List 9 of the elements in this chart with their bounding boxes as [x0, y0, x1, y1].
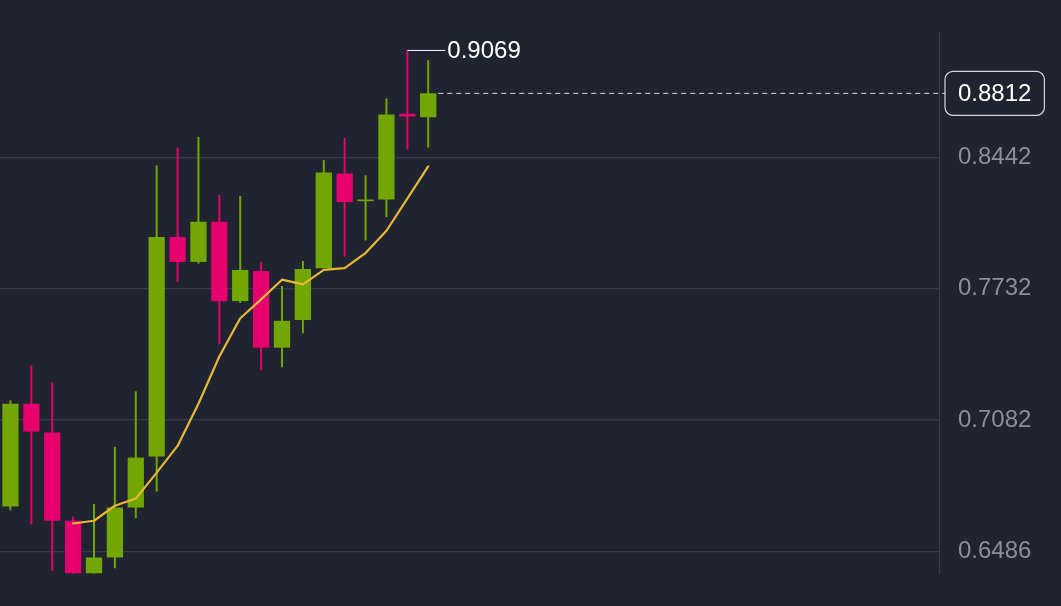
y-tick-label: 0.6486 — [958, 535, 1032, 563]
y-tick-label: 0.7732 — [958, 273, 1032, 301]
candlestick — [357, 174, 374, 242]
ref-line-label: 0.8812 — [958, 79, 1032, 106]
candlestick — [85, 502, 103, 575]
y-tick-label: 0.7082 — [958, 404, 1032, 432]
y-tick-label: 0.8442 — [958, 142, 1032, 170]
candlestick — [420, 59, 437, 149]
annotation: 0.9069 — [447, 36, 521, 64]
